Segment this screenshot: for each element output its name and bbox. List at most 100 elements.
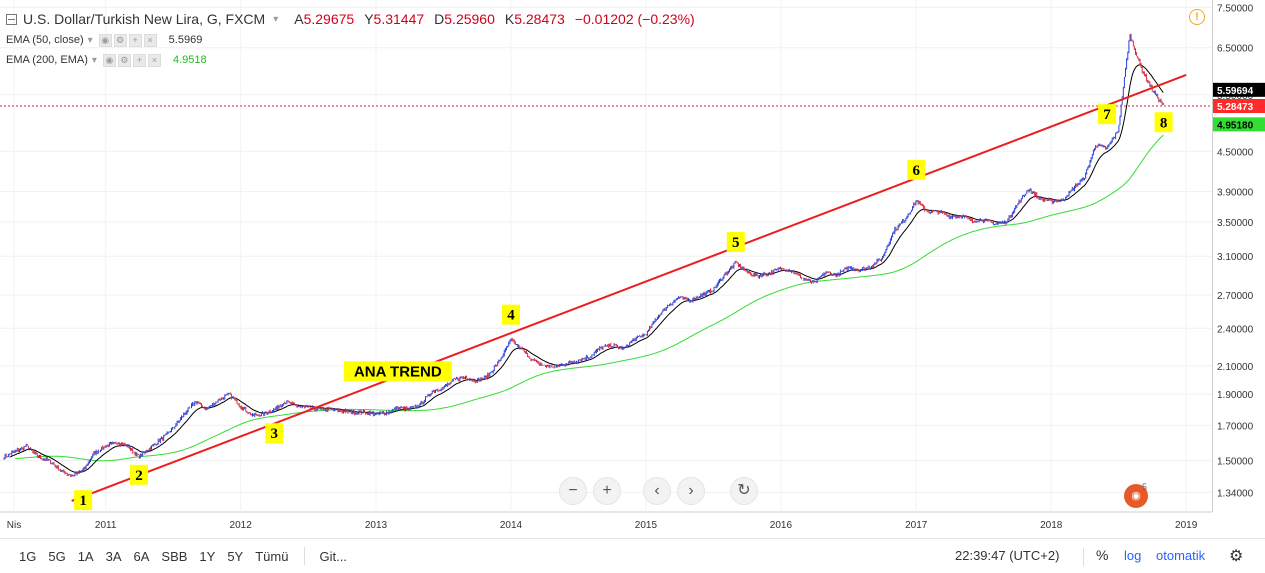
chevron-down-icon[interactable]: ▾ [273, 13, 279, 25]
ideas-logo-icon[interactable]: ◉ [1124, 484, 1148, 508]
annotation-box [343, 361, 452, 382]
annotation-label: 2 [135, 468, 143, 484]
ideas-badge: 5 [1142, 482, 1148, 492]
symbol-title[interactable]: U.S. Dollar/Turkish New Lira, G, FXCM [23, 11, 266, 27]
candles-group [3, 33, 1164, 477]
annotation-box [129, 464, 148, 485]
timeframe-5y[interactable]: 5Y [227, 548, 244, 564]
x-tick-label: 2014 [500, 520, 523, 531]
price-tag-label: 4.95180 [1217, 120, 1254, 131]
open-label: A [294, 11, 304, 27]
high-label: Y [364, 11, 374, 27]
annotation-label: 3 [271, 426, 279, 442]
annotation-box [265, 423, 284, 444]
timeframe-3a[interactable]: 3A [105, 548, 122, 564]
annotation-label: 1 [79, 493, 87, 509]
toolbar-divider [1083, 548, 1084, 566]
y-tick-label: 2.40000 [1217, 324, 1254, 335]
annotation-box [501, 304, 520, 325]
toolbar-divider [304, 547, 306, 565]
annotation-label: 7 [1103, 107, 1111, 123]
log-toggle[interactable]: log [1124, 548, 1142, 563]
price-tag [1213, 117, 1265, 132]
timeframe-1y[interactable]: 1Y [199, 548, 216, 564]
close-label: K [504, 11, 515, 27]
settings-icon[interactable]: ⚙ [117, 53, 131, 67]
y-tick-label: 3.90000 [1217, 188, 1254, 199]
bottom-toolbar: 1G 5G 1A 3A 6A SBB 1Y 5Y Tümü Git... 22:… [0, 538, 1265, 573]
annotation-label: ANA TREND [354, 363, 442, 380]
ema200-name[interactable]: EMA (200, EMA) [6, 54, 88, 66]
y-tick-label: 6.50000 [1217, 44, 1254, 55]
symbol-row: U.S. Dollar/Turkish New Lira, G, FXCM ▾ … [6, 8, 695, 30]
x-tick-label: 2013 [365, 520, 388, 531]
x-tick-label: 2016 [770, 520, 793, 531]
chevron-down-icon[interactable]: ▾ [87, 34, 93, 46]
annotation-label: 4 [507, 308, 515, 324]
warning-icon[interactable]: ! [1189, 9, 1205, 25]
y-tick-label: 1.34000 [1217, 488, 1254, 499]
plus-icon[interactable]: + [128, 33, 142, 47]
zoom-in-icon[interactable]: + [593, 477, 621, 505]
price-tag-label: 5.28473 [1217, 102, 1254, 113]
ema200-value: 4.9518 [172, 54, 207, 66]
percent-toggle[interactable]: % [1096, 547, 1109, 563]
open-value: 5.29675 [303, 11, 355, 27]
collapse-icon[interactable] [6, 13, 17, 25]
price-tag [1213, 82, 1265, 97]
change-value: −0.01202 (−0.23%) [574, 11, 695, 27]
zoom-out-icon[interactable]: − [559, 477, 587, 505]
close-icon[interactable]: × [143, 33, 157, 47]
reset-icon[interactable]: ↻ [730, 477, 758, 505]
y-tick-label: 2.70000 [1217, 291, 1254, 302]
ema50-value: 5.5969 [168, 34, 203, 46]
price-chart[interactable]: 7.500006.500005.500004.500003.900003.500… [0, 0, 1265, 538]
annotation-box [1154, 112, 1173, 133]
ema200-row: EMA (200, EMA) ▾ ◉ ⚙ + × 4.9518 [6, 50, 695, 70]
y-tick-label: 4.50000 [1217, 147, 1254, 158]
ema50-name[interactable]: EMA (50, close) [6, 34, 84, 46]
x-tick-label: 2011 [95, 520, 117, 531]
annotation-box [1098, 104, 1117, 125]
chart-scroll-group: ‹ › [643, 477, 705, 505]
eye-icon[interactable]: ◉ [98, 33, 112, 47]
timeframe-1g[interactable]: 1G [19, 548, 37, 564]
annotation-label: 5 [732, 235, 740, 251]
chart-reset-group: ↻ [730, 477, 758, 505]
settings-icon[interactable]: ⚙ [113, 33, 127, 47]
auto-toggle[interactable]: otomatik [1156, 548, 1206, 563]
close-icon[interactable]: × [147, 53, 161, 67]
high-value: 5.31447 [373, 11, 425, 27]
timeframe-5g[interactable]: 5G [48, 548, 66, 564]
scroll-left-icon[interactable]: ‹ [643, 477, 671, 505]
trendline [71, 74, 1187, 502]
low-label: D [434, 11, 445, 27]
x-tick-label: 2017 [905, 520, 928, 531]
timeframe-1a[interactable]: 1A [77, 548, 94, 564]
chart-nav-group: − + [559, 477, 621, 505]
chevron-down-icon[interactable]: ▾ [91, 54, 97, 66]
y-tick-label: 3.50000 [1217, 218, 1254, 229]
ema200-line [15, 134, 1164, 462]
annotation-box [907, 159, 926, 180]
scroll-right-icon[interactable]: › [677, 477, 705, 505]
eye-icon[interactable]: ◉ [102, 53, 116, 67]
plus-icon[interactable]: + [132, 53, 146, 67]
annotation-box [726, 232, 745, 253]
low-value: 5.25960 [444, 11, 495, 27]
gear-icon[interactable]: ⚙ [1229, 548, 1244, 565]
timeframe-6a[interactable]: 6A [133, 548, 150, 564]
x-tick-label: 2019 [1175, 520, 1198, 531]
timeframe-all[interactable]: Tümü [255, 548, 289, 564]
y-tick-label: 1.70000 [1217, 421, 1254, 432]
goto-button[interactable]: Git... [319, 548, 347, 564]
y-tick-label: 1.50000 [1217, 457, 1254, 468]
timeframe-sbb[interactable]: SBB [161, 548, 188, 564]
chart-legend: U.S. Dollar/Turkish New Lira, G, FXCM ▾ … [6, 8, 695, 70]
price-axis-border [1212, 0, 1213, 512]
clock[interactable]: 22:39:47 (UTC+2) [955, 548, 1060, 563]
annotation-box [74, 490, 93, 511]
x-tick-label: 2012 [230, 520, 253, 531]
x-tick-label: Nis [7, 520, 21, 531]
price-tag-label: 5.59694 [1217, 86, 1254, 97]
